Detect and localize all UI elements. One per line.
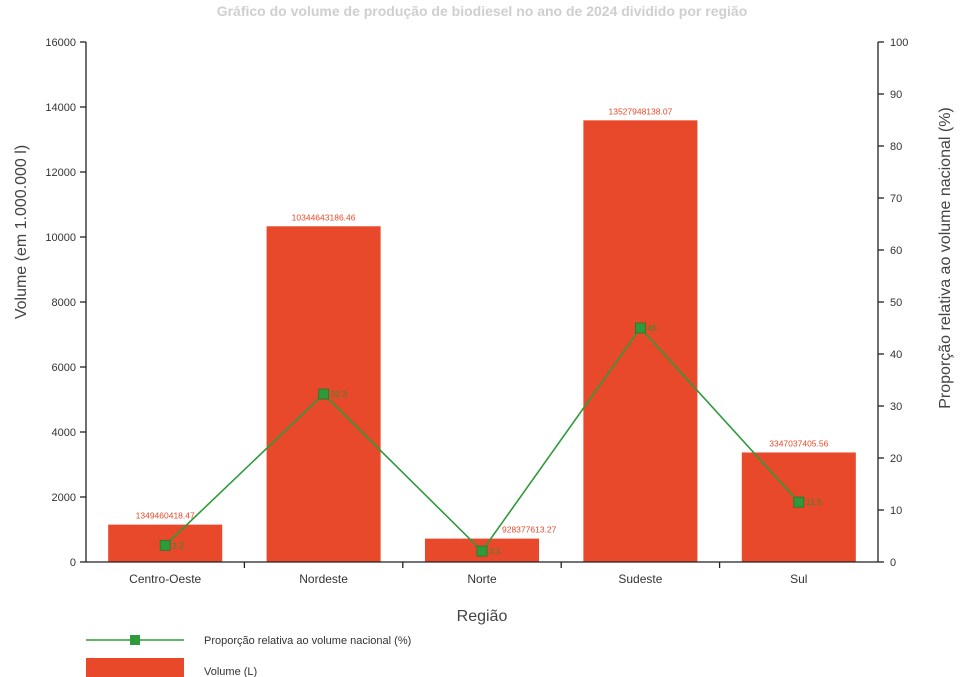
y2-tick-label: 0 — [890, 557, 896, 569]
legend-line-marker — [130, 635, 140, 645]
legend: Proporção relativa ao volume nacional (%… — [86, 635, 411, 677]
x-tick-label: Centro-Oeste — [129, 572, 201, 586]
y2-tick-label: 30 — [890, 401, 902, 413]
x-axis-title: Região — [457, 608, 508, 625]
proportion-point — [476, 545, 488, 557]
chart-title: Gráfico do volume de produção de biodies… — [217, 3, 748, 19]
proportion-point — [635, 322, 646, 334]
proportion-line — [164, 326, 800, 553]
y2-tick-label: 40 — [890, 349, 902, 361]
y2-tick-label: 90 — [890, 89, 902, 101]
y-axis-title: Volume (em 1.000.000 l) — [13, 145, 30, 319]
y-tick-label: 0 — [70, 557, 76, 569]
bar-value-label: 1349460418.47 — [136, 511, 195, 521]
y2-tick-label: 20 — [890, 453, 902, 465]
y2-tick-label: 70 — [890, 193, 902, 205]
y2-tick-label: 50 — [890, 297, 902, 309]
proportion-point-label: 2.1 — [489, 546, 501, 556]
x-tick-label: Sudeste — [618, 572, 662, 586]
y2-axis-title: Proporção relativa ao volume nacional (%… — [937, 107, 954, 408]
y-tick-label: 14000 — [45, 102, 76, 114]
line-series-group: 3.2 32.3 2.1 45 11.5 — [159, 322, 822, 557]
bar-value-label: 10344643186.46 — [292, 212, 356, 222]
y2-tick-label: 100 — [890, 37, 908, 49]
bars-group — [108, 120, 856, 562]
x-tick-label: Norte — [467, 572, 497, 586]
y2-tick-label: 60 — [890, 245, 902, 257]
bar-labels-group: 1349460418.47 10344643186.46 928377613.27 1… — [136, 106, 829, 534]
axes-group: 0 2000 4000 6000 8000 10000 12000 14000 16000 0 10… — [45, 37, 908, 586]
bar-value-label: 13527948138.07 — [608, 106, 672, 116]
bar-value-label: 928377613.27 — [502, 525, 557, 535]
proportion-point-label: 3.2 — [172, 540, 184, 550]
y-tick-label: 16000 — [45, 37, 76, 49]
y-tick-label: 12000 — [45, 167, 76, 179]
bar-value-label: 3347037405.56 — [769, 438, 828, 448]
proportion-point — [159, 539, 171, 551]
y-tick-label: 2000 — [52, 492, 76, 504]
x-tick-label: Sul — [790, 572, 807, 586]
legend-bar-swatch — [86, 658, 184, 677]
y-tick-label: 6000 — [52, 362, 76, 374]
legend-label-proportion: Proporção relativa ao volume nacional (%… — [204, 635, 411, 647]
legend-label-volume: Volume (L) — [204, 666, 257, 677]
y-tick-label: 10000 — [45, 232, 76, 244]
y-tick-label: 4000 — [52, 427, 76, 439]
y2-tick-label: 10 — [890, 505, 902, 517]
proportion-point — [793, 496, 805, 508]
proportion-point-label: 11.5 — [806, 497, 822, 507]
proportion-point-label: 45 — [647, 323, 657, 333]
proportion-point-label: 32.3 — [331, 389, 348, 399]
bar-sudeste — [583, 120, 698, 562]
y2-tick-label: 80 — [890, 141, 902, 153]
proportion-point — [318, 388, 330, 400]
x-tick-label: Nordeste — [299, 572, 348, 586]
y-tick-label: 8000 — [52, 297, 76, 309]
